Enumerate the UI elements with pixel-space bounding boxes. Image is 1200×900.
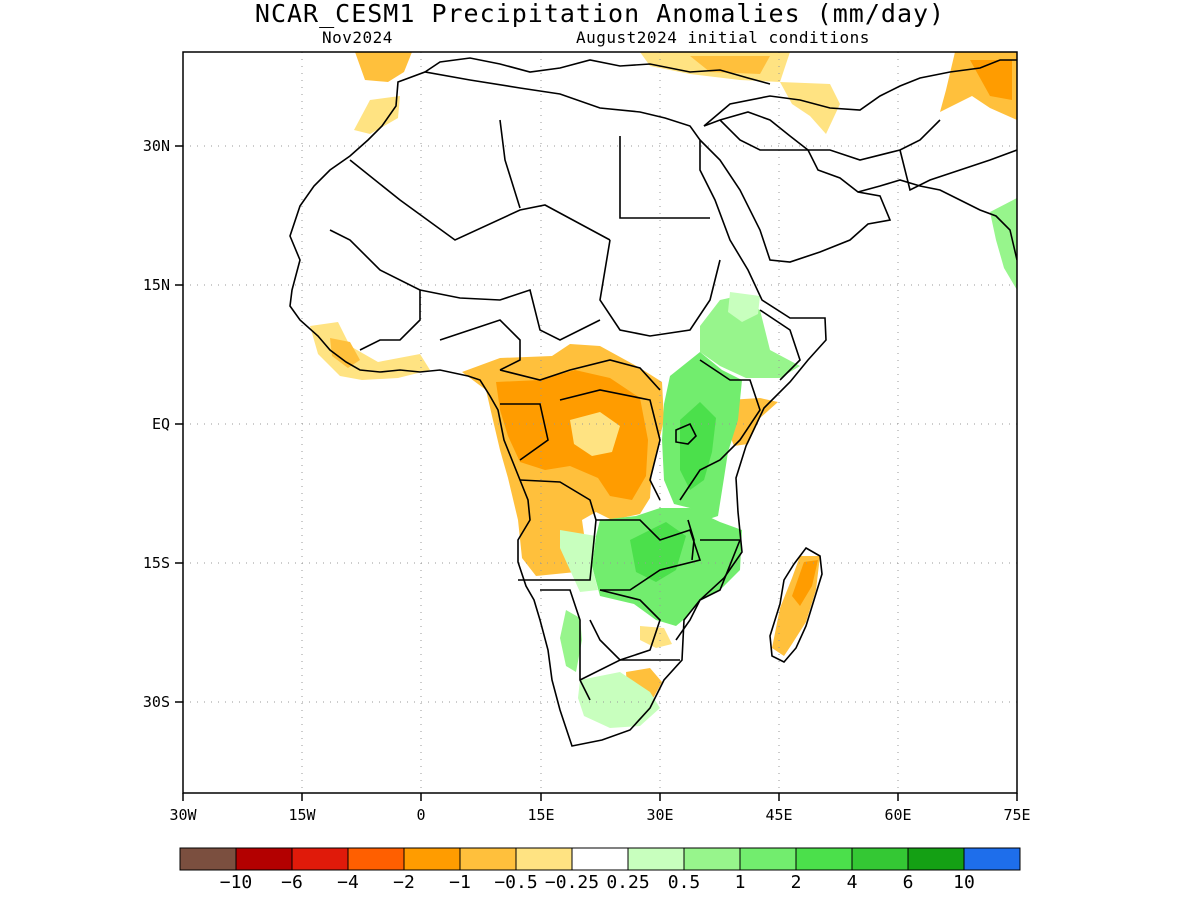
colorbar-label-13: 10	[953, 872, 975, 893]
border-namibia-botswana	[540, 589, 591, 701]
dry-area-north-africa-coast	[355, 52, 412, 82]
dry-area-iran	[780, 82, 840, 134]
colorbar-box-5	[459, 847, 517, 871]
lon-label-30w: 30W	[169, 806, 197, 824]
coastlines-and-borders	[289, 57, 1017, 747]
lat-label-15s: 15S	[143, 554, 170, 572]
tick-marks	[175, 145, 1018, 801]
colorbar-label-8: 0.5	[668, 872, 701, 893]
anomaly-shading	[310, 52, 1017, 728]
colorbar-label-11: 4	[847, 872, 858, 893]
colorbar-label-1: −6	[281, 872, 303, 893]
lat-label-15n: 15N	[143, 276, 170, 294]
middle-east-north-coast	[703, 59, 1017, 127]
colorbar-label-2: −4	[337, 872, 359, 893]
colorbar-box-7	[571, 847, 629, 871]
lon-label-15w: 15W	[288, 806, 316, 824]
lake-malawi	[687, 519, 695, 561]
border-sahel	[419, 288, 601, 341]
border-botswana	[589, 589, 661, 661]
border-gabon-congo	[500, 403, 549, 461]
border-iran-afghanistan	[899, 149, 1017, 192]
dry-area-congo-core	[496, 370, 648, 500]
colorbar-box-4	[403, 847, 461, 871]
colorbar-box-6	[515, 847, 573, 871]
colorbar-box-13	[907, 847, 965, 871]
initial-conditions: August2024 initial conditions	[576, 28, 870, 47]
lon-label-15e: 15E	[527, 806, 554, 824]
colorbar-box-9	[683, 847, 741, 871]
dry-area-mediterranean-east-core	[690, 56, 770, 74]
lat-label-30n: 30N	[143, 137, 170, 155]
border-maghreb	[349, 159, 611, 241]
persian-gulf-coast	[857, 179, 1017, 261]
border-libya-egypt	[499, 119, 521, 209]
colorbar-box-10	[739, 847, 797, 871]
dry-area-central-asia-core	[970, 60, 1012, 100]
wet-area-ethiopia	[700, 296, 800, 378]
dry-area-west-africa	[310, 322, 430, 380]
dry-area-madagascar-core	[792, 560, 818, 606]
border-middle-east	[719, 119, 941, 161]
wet-area-sudan-light	[728, 292, 760, 322]
colorbar-label-4: −1	[449, 872, 471, 893]
colorbar-box-8	[627, 847, 685, 871]
madagascar-coastline	[769, 546, 823, 663]
wet-area-namibia	[560, 610, 582, 672]
colorbar-box-2	[291, 847, 349, 871]
border-central-africa	[499, 359, 661, 391]
wet-area-southern-africa-light	[560, 530, 598, 592]
border-horn	[759, 309, 801, 381]
border-nigeria	[439, 319, 521, 371]
europe-south-coast	[424, 57, 771, 85]
colorbar-label-10: 2	[791, 872, 802, 893]
dry-area-west-africa-core	[330, 338, 360, 368]
colorbar-box-1	[235, 847, 293, 871]
wet-area-india-coast	[990, 198, 1017, 290]
lon-label-30e: 30E	[646, 806, 673, 824]
colorbar	[179, 847, 1021, 871]
lake-victoria	[675, 422, 697, 445]
map-title: NCAR_CESM1 Precipitation Anomalies (mm/d…	[254, 0, 946, 28]
border-mozambique	[675, 539, 742, 641]
dry-area-zimbabwe	[640, 626, 672, 648]
lon-label-0: 0	[416, 806, 425, 824]
colorbar-label-6: −0.25	[545, 872, 599, 893]
colorbar-labels: −10 −6 −4 −2 −1 −0.5 −0.25 0.25 0.5 1 2 4 6 10	[220, 872, 975, 893]
colorbar-label-9: 1	[735, 872, 746, 893]
x-axis-labels: 30W 15W 0 15E 30E 45E 60E 75E	[169, 806, 1030, 824]
colorbar-label-12: 6	[903, 872, 914, 893]
map-frame	[182, 51, 1018, 794]
border-drc	[559, 389, 661, 501]
arabian-peninsula-coastline	[699, 111, 892, 263]
dry-area-congo-center-light	[570, 412, 620, 456]
wet-area-south-africa	[578, 672, 660, 728]
colorbar-box-11	[795, 847, 853, 871]
lon-label-60e: 60E	[884, 806, 911, 824]
y-axis-labels: 30N 15N EQ 15S 30S	[143, 137, 170, 711]
colorbar-box-3	[347, 847, 405, 871]
lat-label-30s: 30S	[143, 693, 170, 711]
colorbar-label-5: −0.5	[494, 872, 537, 893]
lat-label-eq: EQ	[152, 415, 170, 433]
border-south-africa	[579, 659, 680, 681]
colorbar-label-7: 0.25	[606, 872, 649, 893]
colorbar-box-0	[179, 847, 237, 871]
colorbar-label-3: −2	[393, 872, 415, 893]
border-west-africa	[329, 229, 421, 351]
lon-label-75e: 75E	[1003, 806, 1030, 824]
forecast-month: Nov2024	[322, 28, 393, 47]
dry-area-morocco	[354, 96, 400, 134]
lon-label-45e: 45E	[765, 806, 792, 824]
colorbar-box-12	[851, 847, 909, 871]
colorbar-box-14	[963, 847, 1021, 871]
border-zambia	[596, 519, 702, 591]
border-east-africa	[679, 359, 761, 501]
border-egypt	[619, 136, 710, 219]
colorbar-label-0: −10	[220, 872, 253, 893]
africa-coastline	[289, 71, 827, 747]
border-sudan	[599, 239, 721, 337]
